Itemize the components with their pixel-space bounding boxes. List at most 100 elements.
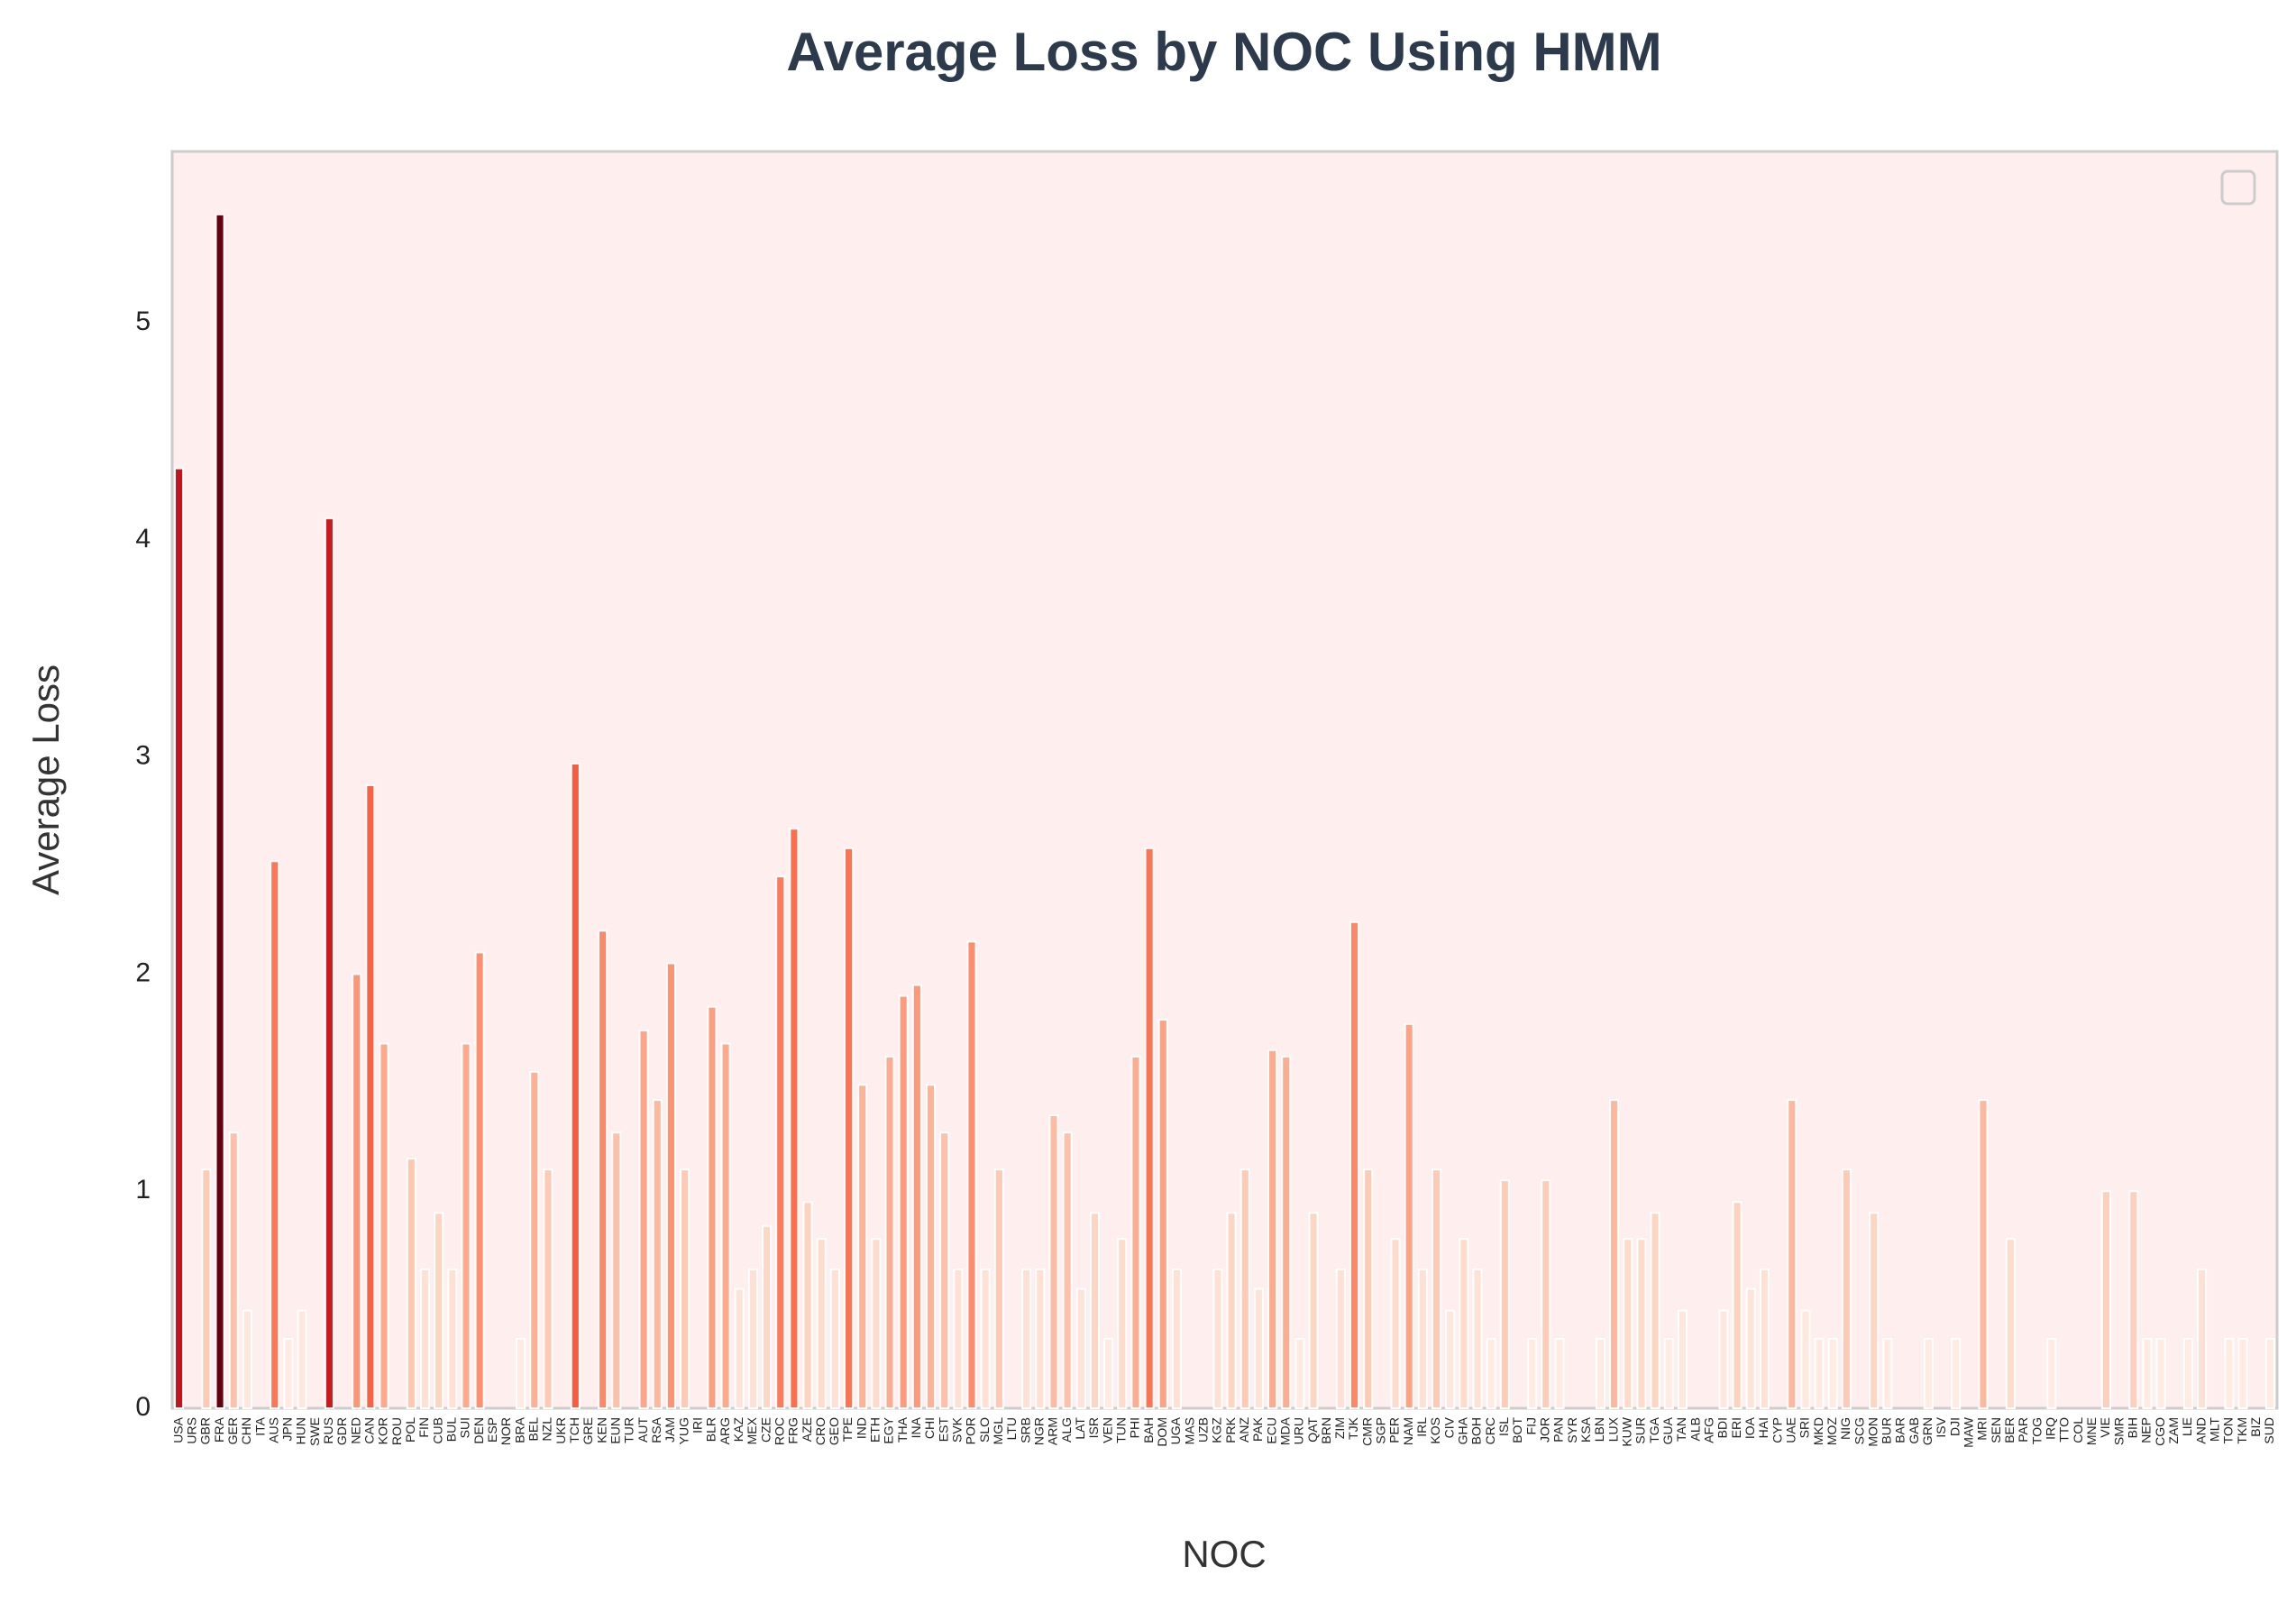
x-tick-label: GHA <box>1456 1416 1470 1444</box>
bar <box>228 1131 239 1409</box>
x-tick-label: CGO <box>2153 1417 2167 1446</box>
x-tick-label: SYR <box>1565 1417 1579 1443</box>
x-tick-label: ESP <box>485 1417 499 1443</box>
x-tick-label: ARG <box>718 1417 732 1444</box>
x-tick-label: LAT <box>1073 1417 1087 1440</box>
x-tick-label: PAK <box>1250 1416 1265 1442</box>
bar <box>201 1168 212 1409</box>
x-tick-label: ZIM <box>1332 1417 1347 1439</box>
bar <box>980 1268 991 1410</box>
x-tick-label: MLT <box>2207 1417 2221 1442</box>
chart-title: Average Loss by NOC Using HMM <box>786 22 1661 82</box>
x-tick-label: UKR <box>553 1417 568 1444</box>
bar <box>953 1268 964 1410</box>
x-tick-label: SLO <box>977 1417 992 1443</box>
bar <box>2155 1337 2166 1409</box>
plot-area <box>170 150 2279 1410</box>
x-tick-label: VIE <box>2098 1417 2112 1438</box>
x-tick-label: ERI <box>1729 1417 1743 1438</box>
y-tick-label: 1 <box>135 1175 151 1205</box>
x-tick-label: BER <box>2002 1417 2017 1443</box>
x-tick-label: NIG <box>1838 1417 1852 1440</box>
x-tick-label: TUR <box>622 1417 636 1443</box>
x-tick-label: ITA <box>252 1416 267 1435</box>
y-axis-label: Average Loss <box>24 664 67 895</box>
x-tick-label: ALG <box>1059 1417 1074 1443</box>
bar <box>1663 1337 1674 1409</box>
bar <box>1103 1337 1114 1409</box>
x-tick-label: MRI <box>1975 1417 1990 1441</box>
x-tick-label: NEP <box>2139 1417 2154 1443</box>
bar <box>925 1084 937 1409</box>
x-tick-label: SUI <box>458 1417 472 1438</box>
x-tick-label: GDR <box>334 1417 349 1445</box>
x-tick-label: AZE <box>800 1417 814 1442</box>
x-tick-label: HAI <box>1756 1417 1770 1438</box>
bar <box>1827 1337 1838 1409</box>
x-tick-label: TAN <box>1674 1417 1688 1442</box>
bar <box>993 1168 1004 1409</box>
x-tick-label: MGL <box>991 1417 1005 1445</box>
x-tick-label: MON <box>1865 1417 1880 1447</box>
x-tick-label: ANZ <box>1237 1417 1251 1443</box>
x-tick-label: EGY <box>882 1416 896 1443</box>
bar <box>1636 1238 1647 1410</box>
x-tick-label: CUB <box>430 1417 444 1444</box>
bar <box>1035 1268 1046 1410</box>
bar <box>516 1337 526 1409</box>
bar <box>829 1268 840 1410</box>
x-tick-label: PER <box>1387 1417 1402 1443</box>
bar <box>1486 1337 1496 1409</box>
bar <box>2224 1337 2235 1409</box>
bar <box>1800 1309 1811 1410</box>
x-tick-label: TUN <box>1113 1417 1128 1443</box>
bar <box>1951 1337 1962 1409</box>
x-tick-label: CHN <box>239 1417 253 1444</box>
bar <box>352 973 362 1409</box>
bar <box>1841 1168 1852 1409</box>
bar <box>775 875 786 1409</box>
y-tick-label: 2 <box>135 957 151 987</box>
x-tick-label: MNE <box>2084 1417 2099 1445</box>
x-tick-label: FIJ <box>1523 1417 1538 1434</box>
bar <box>1335 1268 1346 1410</box>
x-tick-label: NED <box>348 1417 362 1444</box>
x-tick-label: UAE <box>1783 1417 1797 1443</box>
x-tick-label: LBN <box>1592 1417 1606 1442</box>
x-tick-label: BIH <box>2125 1417 2139 1438</box>
bar <box>2182 1337 2193 1409</box>
x-tick-label: MEX <box>745 1416 759 1444</box>
x-tick-label: BUL <box>444 1417 459 1442</box>
bar <box>1541 1179 1551 1409</box>
bar <box>2237 1337 2248 1409</box>
x-tick-label: ALB <box>1688 1417 1702 1441</box>
bar <box>1157 1019 1168 1409</box>
bar <box>884 1055 895 1409</box>
x-tick-label: NZL <box>540 1417 554 1442</box>
x-tick-label: SMR <box>2111 1417 2126 1445</box>
x-tick-label: SUD <box>2262 1417 2276 1444</box>
x-tick-label: ROU <box>389 1417 404 1445</box>
bar <box>1308 1212 1319 1409</box>
bar <box>1814 1337 1825 1409</box>
x-tick-label: DEN <box>471 1417 486 1444</box>
bar <box>939 1131 950 1409</box>
x-tick-label: FIN <box>416 1417 431 1438</box>
x-tick-label: TPE <box>840 1417 855 1442</box>
x-tick-label: PRK <box>1223 1416 1238 1443</box>
bar <box>966 940 977 1409</box>
x-tick-label: USA <box>170 1416 185 1443</box>
x-tick-label: UGA <box>1168 1416 1183 1444</box>
bar <box>447 1268 458 1410</box>
x-tick-label: CYP <box>1770 1417 1784 1443</box>
x-tick-label: ECU <box>1264 1417 1278 1444</box>
x-tick-label: MAW <box>1962 1416 1976 1447</box>
bar <box>1732 1201 1743 1410</box>
bar <box>174 467 185 1409</box>
x-tick-label: COL <box>2071 1417 2085 1443</box>
x-tick-label: NAM <box>1401 1417 1415 1445</box>
x-tick-label: BAH <box>1141 1417 1156 1443</box>
x-tick-label: LIE <box>2180 1417 2194 1436</box>
x-tick-label: HUN <box>294 1417 308 1444</box>
